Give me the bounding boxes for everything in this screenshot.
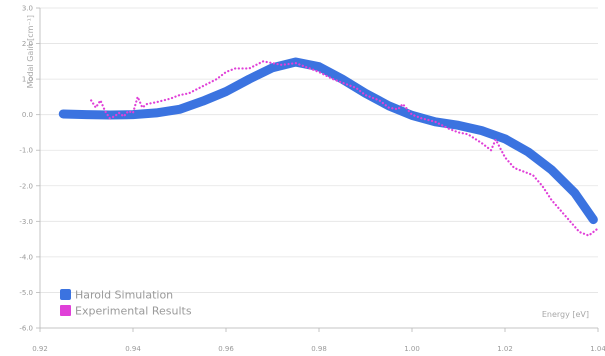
axes [36, 7, 599, 332]
x-tick-label: 0.92 [32, 345, 48, 353]
grid-lines [40, 7, 598, 329]
legend-label-harold-simulation: Harold Simulation [75, 289, 173, 302]
x-tick-label: 1.00 [404, 345, 420, 353]
x-tick-label: 1.02 [497, 345, 513, 353]
y-tick-label: 3.0 [22, 5, 33, 13]
x-tick-label: 0.94 [125, 345, 141, 353]
series-line-harold-simulation [58, 57, 598, 225]
legend: Harold Simulation Experimental Results [60, 289, 192, 318]
y-tick-label: -2.0 [19, 182, 33, 190]
legend-item-experimental-results: Experimental Results [60, 305, 192, 318]
y-tick-label: -3.0 [19, 218, 33, 226]
legend-label-experimental-results: Experimental Results [75, 305, 192, 318]
y-tick-label: -4.0 [19, 253, 33, 261]
x-tick-label: 0.96 [218, 345, 234, 353]
y-tick-label: -1.0 [19, 147, 33, 155]
series-lines [58, 57, 600, 237]
legend-item-harold-simulation: Harold Simulation [60, 289, 173, 302]
legend-swatch-magenta [60, 305, 71, 316]
y-tick-label: -6.0 [19, 325, 33, 333]
y-tick-label: 0.0 [22, 111, 33, 119]
y-tick-label: 2.0 [22, 40, 33, 48]
x-axis-title: Energy [eV] [542, 310, 589, 319]
legend-swatch-blue [60, 289, 71, 300]
x-tick-label: 1.04 [590, 345, 605, 353]
y-axis-title: Modal Gain [cm⁻¹] [26, 15, 35, 88]
y-tick-labels: 3.0 2.0 1.0 0.0 -1.0 -2.0 -3.0 -4.0 -5.0 -6.0 [19, 5, 33, 333]
x-tick-labels: 0.92 0.94 0.96 0.98 1.00 1.02 1.04 [32, 345, 605, 353]
y-tick-label: 1.0 [22, 76, 33, 84]
x-tick-label: 0.98 [311, 345, 327, 353]
y-tick-label: -5.0 [19, 289, 33, 297]
series-line-experimental-results [90, 60, 600, 237]
